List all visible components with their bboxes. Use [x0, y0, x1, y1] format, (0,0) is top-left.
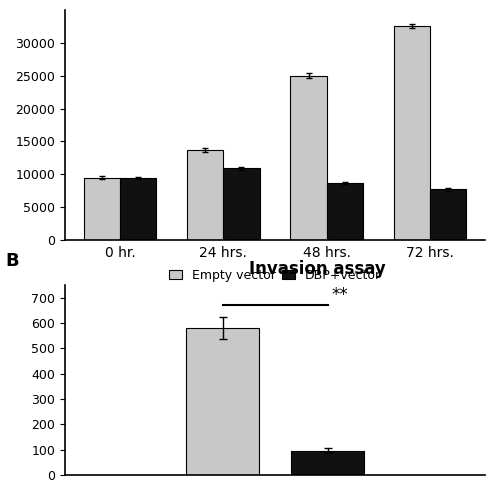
- Text: B: B: [5, 252, 18, 270]
- Bar: [120, 178, 156, 240]
- Title: Invasion assay: Invasion assay: [248, 260, 386, 278]
- Bar: [291, 451, 364, 475]
- Bar: [394, 26, 430, 240]
- Bar: [188, 150, 224, 240]
- Bar: [186, 328, 259, 475]
- Legend: Empty vector, DBP+vector: Empty vector, DBP+vector: [167, 266, 383, 284]
- Bar: [84, 178, 120, 240]
- Bar: [430, 190, 466, 240]
- Bar: [224, 168, 260, 240]
- Text: **: **: [332, 286, 348, 304]
- Bar: [290, 76, 326, 240]
- Bar: [326, 183, 362, 240]
